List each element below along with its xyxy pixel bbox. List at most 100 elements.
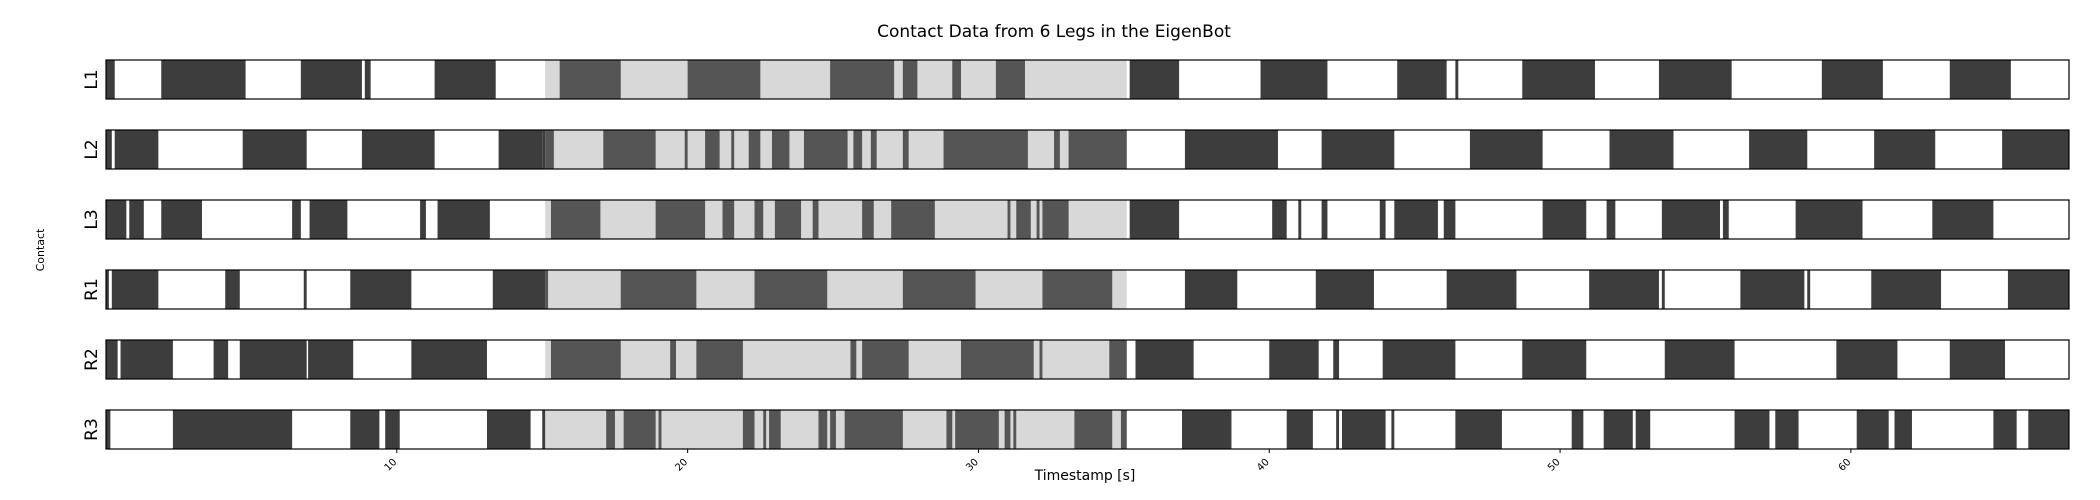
contact-segment <box>603 130 656 169</box>
contact-segment <box>1074 410 1113 449</box>
contact-segment <box>385 410 400 449</box>
contact-segment <box>120 340 173 379</box>
row-frame <box>105 199 2070 240</box>
x-tick-label: 30 <box>964 457 981 474</box>
contact-segment <box>1932 200 1994 239</box>
contact-segment <box>955 410 999 449</box>
contact-segment <box>1589 270 1659 309</box>
contact-segment <box>1446 270 1517 309</box>
contact-segment <box>774 200 802 239</box>
contact-segment <box>111 270 159 309</box>
contact-segment <box>2028 410 2069 449</box>
row-frame <box>105 339 2070 380</box>
row-label: L3 <box>82 209 102 229</box>
contact-segment <box>2002 130 2069 169</box>
row-label: R1 <box>82 278 102 301</box>
contact-segment <box>1054 130 1060 169</box>
row-label: R3 <box>82 418 102 441</box>
contact-segment <box>1795 200 1863 239</box>
row-frame <box>105 409 2070 450</box>
contact-segment <box>943 130 1028 169</box>
contact-segment <box>1664 340 1735 379</box>
contact-segment <box>670 340 676 379</box>
row-frame <box>105 129 2070 170</box>
contact-segment <box>1394 200 1438 239</box>
contact-segment <box>769 410 781 449</box>
contact-segment <box>239 340 307 379</box>
contact-segment <box>114 130 159 169</box>
contact-segment <box>844 410 903 449</box>
contact-segment <box>960 340 1034 379</box>
contact-segment <box>1135 340 1194 379</box>
contact-segment <box>1184 130 1278 169</box>
contact-segment <box>2007 270 2069 309</box>
contact-segment <box>748 130 761 169</box>
contact-segment <box>1007 200 1011 239</box>
contact-segment <box>1129 200 1180 239</box>
contact-segment <box>1182 410 1232 449</box>
contact-segment <box>1341 410 1386 449</box>
contact-segment <box>1571 410 1584 449</box>
row-l3: L3 <box>82 199 2070 240</box>
contact-segment <box>1036 200 1040 239</box>
contact-segment <box>1734 410 1770 449</box>
contact-segment <box>364 60 371 99</box>
contact-segment <box>742 410 755 449</box>
contact-segment <box>172 410 293 449</box>
contact-segment <box>545 270 549 309</box>
contact-segment <box>1661 200 1721 239</box>
contact-segment <box>550 200 601 239</box>
x-tick-label: 20 <box>673 457 690 474</box>
contact-segment <box>106 410 111 449</box>
contact-segment <box>763 410 767 449</box>
contact-segment <box>684 130 688 169</box>
contact-segment <box>1455 60 1459 99</box>
contact-segment <box>1542 200 1587 239</box>
contact-segment <box>106 340 118 379</box>
contact-segment <box>1874 130 1936 169</box>
contact-segment <box>818 410 828 449</box>
contact-segment <box>754 200 764 239</box>
contact-segment <box>1775 410 1799 449</box>
contact-segment <box>550 340 621 379</box>
contact-segment <box>722 200 735 239</box>
contact-segment <box>1269 340 1319 379</box>
contact-segment <box>1068 130 1127 169</box>
contact-segment <box>542 410 546 449</box>
contact-segment <box>705 130 720 169</box>
contact-segment <box>771 130 790 169</box>
contact-segment <box>545 130 554 169</box>
contact-segment <box>1749 130 1808 169</box>
contact-segment <box>1260 60 1328 99</box>
contact-segment <box>1129 60 1180 99</box>
row-label: L2 <box>82 139 102 159</box>
contact-segment <box>308 340 354 379</box>
contact-segment <box>559 60 621 99</box>
contact-segment <box>862 340 909 379</box>
contact-segment <box>1315 270 1374 309</box>
contact-segment <box>850 340 857 379</box>
contact-segment <box>803 130 848 169</box>
contact-segment <box>129 200 144 239</box>
row-r2: R2 <box>82 339 2070 380</box>
contact-segment <box>1272 200 1287 239</box>
contact-segment <box>303 270 307 309</box>
contact-segment <box>1807 270 1811 309</box>
contact-segment <box>902 60 918 99</box>
contact-segment <box>1949 340 2006 379</box>
contact-segment <box>1298 200 1302 239</box>
contact-segment <box>1836 340 1898 379</box>
contact-segment <box>1321 130 1395 169</box>
contact-segment <box>106 200 127 239</box>
contact-segment <box>812 200 819 239</box>
contact-segment <box>1443 200 1456 239</box>
x-axis-label: Timestamp [s] <box>1034 468 1136 484</box>
contact-segment <box>830 60 895 99</box>
row-panels: L1 L2 L3 R1 R2 R3 <box>82 59 2070 450</box>
contact-segment <box>292 200 301 239</box>
contact-segment <box>161 200 202 239</box>
row-r3: R3 <box>82 409 2070 450</box>
contact-segment <box>1522 340 1587 379</box>
y-axis-label: Contact <box>34 228 47 271</box>
